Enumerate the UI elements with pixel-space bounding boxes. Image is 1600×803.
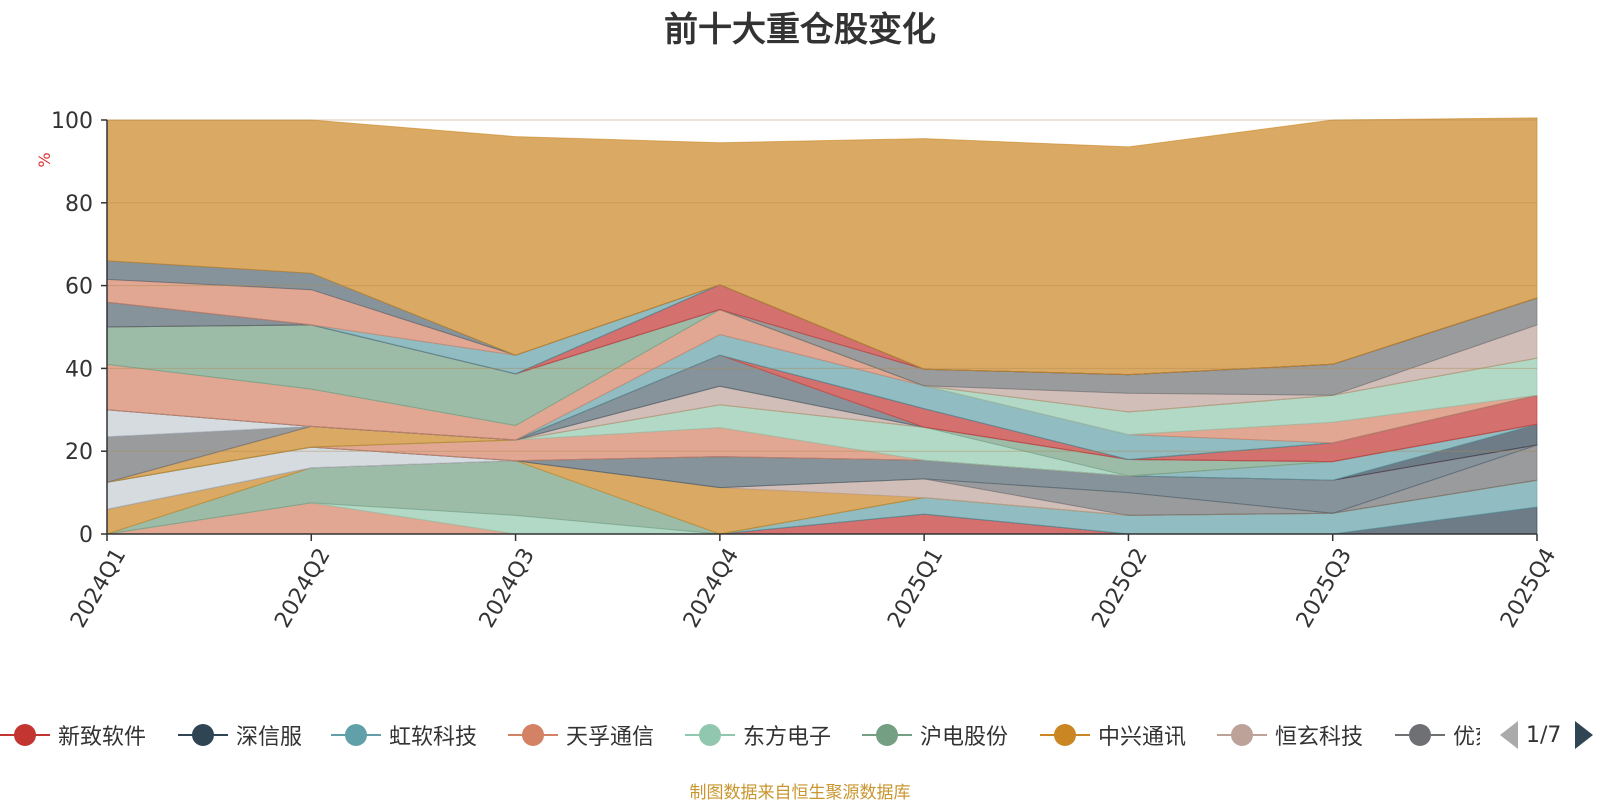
legend-item[interactable]: 恒玄科技 bbox=[1217, 718, 1363, 752]
y-tick-label: 40 bbox=[65, 357, 93, 382]
y-tick-label: 80 bbox=[65, 192, 93, 217]
legend-swatch-icon bbox=[0, 723, 50, 747]
x-tick-label: 2025Q3 bbox=[1292, 544, 1357, 632]
y-tick-label: 100 bbox=[51, 109, 93, 134]
legend-swatch-icon bbox=[685, 723, 735, 747]
legend-item[interactable]: 东方电子 bbox=[685, 718, 831, 752]
legend-item[interactable]: 新致软件 bbox=[0, 718, 146, 752]
chart-title: 前十大重仓股变化 bbox=[664, 10, 936, 50]
x-tick-label: 2025Q2 bbox=[1087, 544, 1152, 632]
legend-label: 中兴通讯 bbox=[1098, 725, 1187, 750]
legend-swatch-icon bbox=[178, 723, 228, 747]
x-tick-label: 2024Q2 bbox=[270, 544, 335, 632]
area-series-39[interactable] bbox=[106, 117, 1538, 376]
legend-pager: 1/7 bbox=[1500, 718, 1594, 752]
x-tick-label: 2025Q4 bbox=[1496, 544, 1561, 632]
legend-swatch-icon bbox=[1040, 723, 1090, 747]
y-tick-label: 60 bbox=[65, 275, 93, 300]
legend-item[interactable]: 虹软科技 bbox=[331, 718, 477, 752]
legend-page-indicator: 1/7 bbox=[1526, 722, 1562, 748]
plot-area-series-group bbox=[106, 117, 1538, 535]
y-tick-label: 20 bbox=[65, 440, 93, 465]
source-note: 制图数据来自恒生聚源数据库 bbox=[689, 783, 911, 803]
legend-next-page-icon[interactable] bbox=[1575, 721, 1594, 749]
legend-label: 优刻得 bbox=[1453, 725, 1480, 750]
y-tick-label: 0 bbox=[79, 523, 93, 548]
legend-swatch-icon bbox=[862, 723, 912, 747]
legend-label: 深信服 bbox=[236, 725, 303, 750]
legend: 新致软件 深信服 虹软科技 天孚通信 东方电子 沪电股份 中兴通讯 恒玄科技 优刻得 bbox=[0, 718, 1480, 752]
legend-item[interactable]: 优刻得 bbox=[1395, 718, 1480, 752]
legend-label: 东方电子 bbox=[743, 725, 832, 750]
x-tick-label: 2025Q1 bbox=[883, 544, 948, 632]
legend-item[interactable]: 中兴通讯 bbox=[1040, 718, 1186, 752]
legend-swatch-icon bbox=[1217, 723, 1267, 747]
legend-item[interactable]: 沪电股份 bbox=[862, 718, 1008, 752]
x-tick-label: 2024Q1 bbox=[66, 544, 131, 632]
gridlines bbox=[107, 119, 1537, 452]
x-tick-label: 2024Q4 bbox=[679, 544, 744, 632]
y-axis-unit-label: % bbox=[35, 152, 54, 167]
legend-label: 恒玄科技 bbox=[1275, 725, 1364, 750]
legend-item[interactable]: 天孚通信 bbox=[508, 718, 654, 752]
legend-prev-page-icon[interactable] bbox=[1500, 721, 1518, 749]
legend-item[interactable]: 深信服 bbox=[178, 718, 302, 752]
legend-swatch-icon bbox=[508, 723, 558, 747]
legend-label: 沪电股份 bbox=[920, 725, 1009, 750]
legend-swatch-icon bbox=[1395, 723, 1445, 747]
legend-label: 天孚通信 bbox=[566, 725, 655, 750]
x-tick-label: 2024Q3 bbox=[475, 544, 540, 632]
legend-swatch-icon bbox=[331, 723, 381, 747]
legend-label: 虹软科技 bbox=[389, 725, 478, 750]
legend-label: 新致软件 bbox=[58, 725, 147, 750]
